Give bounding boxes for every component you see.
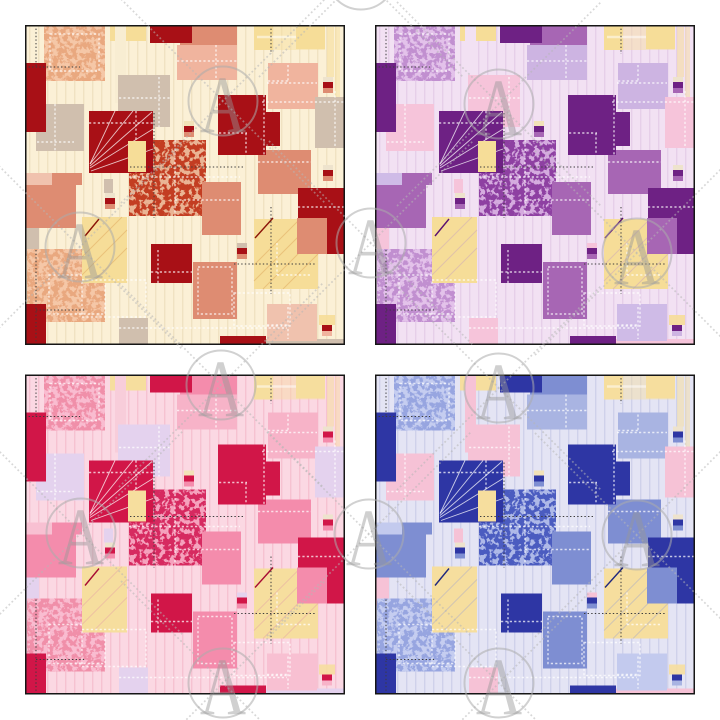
svg-text:A: A [476, 640, 522, 720]
svg-text:A: A [476, 61, 522, 152]
svg-text:A: A [198, 342, 244, 433]
svg-text:A: A [200, 640, 246, 720]
svg-text:A: A [200, 58, 246, 149]
svg-text:A: A [346, 491, 392, 582]
svg-text:A: A [476, 345, 522, 436]
svg-text:A: A [57, 204, 103, 295]
svg-text:A: A [348, 200, 394, 291]
svg-text:A: A [614, 492, 660, 583]
svg-text:A: A [614, 210, 660, 301]
svg-text:A: A [58, 490, 104, 581]
